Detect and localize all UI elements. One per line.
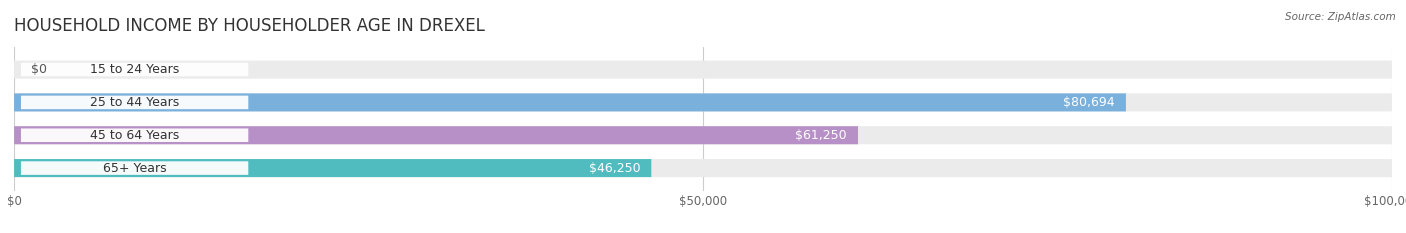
Text: 15 to 24 Years: 15 to 24 Years xyxy=(90,63,179,76)
Text: Source: ZipAtlas.com: Source: ZipAtlas.com xyxy=(1285,12,1396,22)
FancyBboxPatch shape xyxy=(14,126,858,144)
FancyBboxPatch shape xyxy=(21,96,249,109)
Text: $46,250: $46,250 xyxy=(589,161,640,175)
FancyBboxPatch shape xyxy=(14,126,1392,144)
Text: $61,250: $61,250 xyxy=(796,129,846,142)
FancyBboxPatch shape xyxy=(14,159,651,177)
FancyBboxPatch shape xyxy=(21,161,249,175)
FancyBboxPatch shape xyxy=(14,61,1392,79)
FancyBboxPatch shape xyxy=(14,93,1392,111)
Text: $80,694: $80,694 xyxy=(1063,96,1115,109)
FancyBboxPatch shape xyxy=(14,93,1126,111)
FancyBboxPatch shape xyxy=(14,159,1392,177)
Text: 25 to 44 Years: 25 to 44 Years xyxy=(90,96,179,109)
Text: HOUSEHOLD INCOME BY HOUSEHOLDER AGE IN DREXEL: HOUSEHOLD INCOME BY HOUSEHOLDER AGE IN D… xyxy=(14,17,485,35)
FancyBboxPatch shape xyxy=(21,128,249,142)
Text: 45 to 64 Years: 45 to 64 Years xyxy=(90,129,179,142)
Text: 65+ Years: 65+ Years xyxy=(103,161,166,175)
Text: $0: $0 xyxy=(31,63,46,76)
FancyBboxPatch shape xyxy=(21,63,249,76)
